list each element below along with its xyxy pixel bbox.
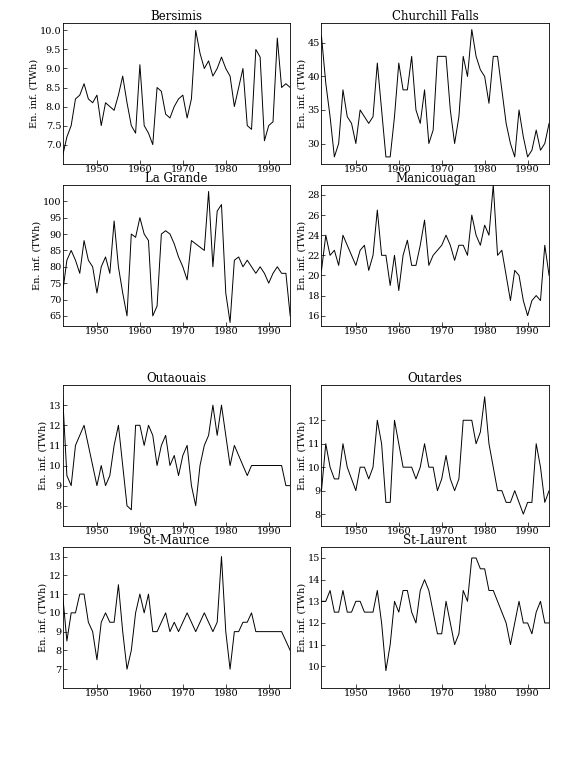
Y-axis label: En. inf. (TWh): En. inf. (TWh) xyxy=(38,583,47,652)
Title: St-Maurice: St-Maurice xyxy=(143,534,209,547)
Y-axis label: En. inf. (TWh): En. inf. (TWh) xyxy=(297,221,306,290)
Y-axis label: En. inf. (TWh): En. inf. (TWh) xyxy=(298,59,306,128)
Title: Manicouagan: Manicouagan xyxy=(395,172,476,185)
Title: Outaouais: Outaouais xyxy=(146,372,207,385)
Y-axis label: En. inf. (TWh): En. inf. (TWh) xyxy=(32,221,42,290)
Y-axis label: En. inf. (TWh): En. inf. (TWh) xyxy=(38,421,47,490)
Title: Bersimis: Bersimis xyxy=(150,10,203,23)
Y-axis label: En. inf. (TWh): En. inf. (TWh) xyxy=(297,583,306,652)
Title: St-Laurent: St-Laurent xyxy=(403,534,467,547)
Title: Outardes: Outardes xyxy=(408,372,463,385)
Y-axis label: En. inf. (TWh): En. inf. (TWh) xyxy=(29,59,38,128)
Y-axis label: En. inf. (TWh): En. inf. (TWh) xyxy=(297,421,306,490)
Title: La Grande: La Grande xyxy=(145,172,208,185)
Title: Churchill Falls: Churchill Falls xyxy=(392,10,479,23)
